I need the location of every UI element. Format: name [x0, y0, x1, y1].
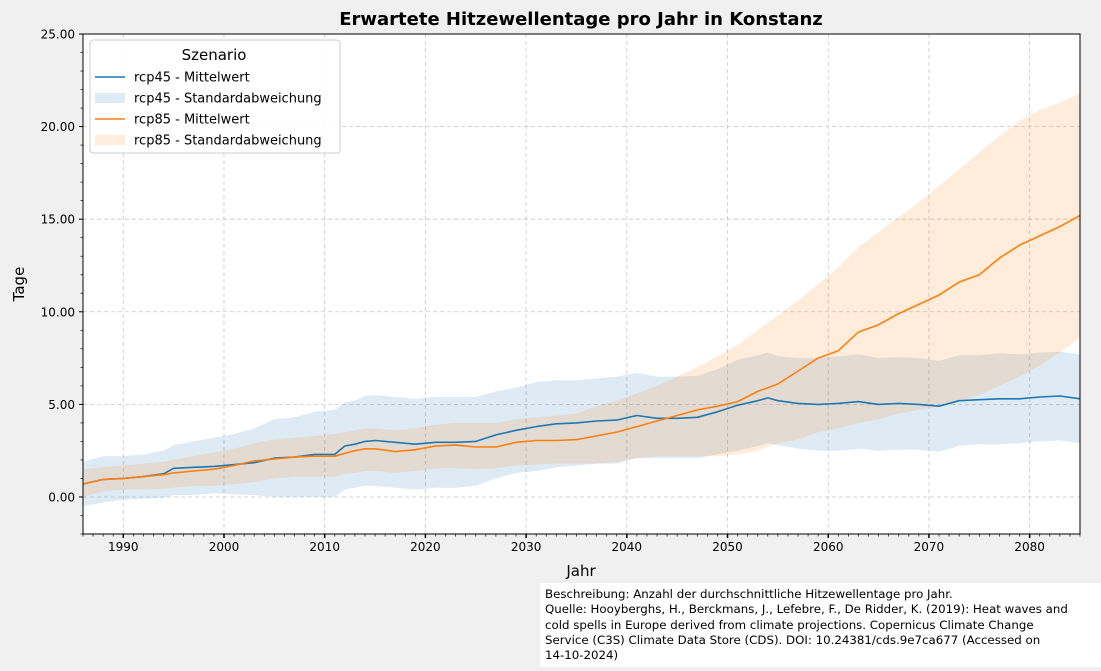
- legend-entry: rcp85 - Mittelwert: [95, 113, 250, 128]
- y-tick-label: 0.00: [48, 490, 75, 504]
- legend-entries: rcp45 - Mittelwert rcp45 - Standardabweic…: [95, 71, 322, 149]
- caption-line: 14-10-2024): [545, 648, 619, 663]
- y-tick-label: 5.00: [48, 398, 75, 412]
- y-tick-label: 15.00: [41, 213, 75, 227]
- chart-title: Erwartete Hitzewellentage pro Jahr in Ko…: [339, 9, 823, 30]
- legend-entry: rcp45 - Standardabweichung: [95, 92, 322, 107]
- x-tick-label: 2010: [309, 540, 340, 554]
- x-tick-label: 2050: [712, 540, 743, 554]
- y-axis-label: Tage: [10, 267, 28, 303]
- legend-label: rcp85 - Standardabweichung: [134, 134, 322, 149]
- caption-line: Beschreibung: Anzahl der durchschnittlic…: [545, 587, 953, 601]
- x-axis-ticks: 1990 2000 2010 2020 2030 2040 2050 2060 2070 2080: [82, 534, 1081, 554]
- std-band-rcp45: [83, 351, 1080, 507]
- x-tick-label: 2020: [410, 540, 441, 554]
- legend-entry: rcp45 - Mittelwert: [95, 71, 250, 86]
- y-tick-label: 10.00: [41, 305, 75, 319]
- caption-line: Service (C3S) Climate Data Store (CDS). …: [545, 632, 1041, 647]
- std-bands: [83, 93, 1080, 507]
- legend-label: rcp85 - Mittelwert: [134, 113, 250, 128]
- x-tick-label: 2030: [511, 540, 542, 554]
- legend-band-swatch: [95, 93, 125, 103]
- x-tick-label: 2000: [209, 540, 240, 554]
- legend-entry: rcp85 - Standardabweichung: [95, 134, 322, 149]
- legend-label: rcp45 - Mittelwert: [134, 71, 250, 86]
- x-tick-label: 1990: [108, 540, 139, 554]
- caption-line: Quelle: Hooyberghs, H., Berckmans, J., L…: [545, 602, 1068, 617]
- mean-line-rcp85: [82, 214, 1081, 485]
- x-tick-label: 2060: [813, 540, 844, 554]
- plot-frame: [82, 33, 1081, 535]
- caption-line: cold spells in Europe derived from clima…: [545, 617, 1034, 632]
- legend-title: Szenario: [182, 46, 247, 64]
- x-axis-label: Jahr: [565, 562, 596, 580]
- y-axis-ticks: 0.00 5.00 10.00 15.00 20.00 25.00: [41, 28, 83, 535]
- y-tick-label: 20.00: [41, 120, 75, 134]
- mean-lines: [82, 214, 1081, 485]
- legend: Szenario rcp45 - Mittelwert rcp45 - Stand…: [89, 39, 341, 154]
- legend-box: [89, 39, 341, 154]
- source-caption: Beschreibung: Anzahl der durchschnittlic…: [540, 583, 1101, 667]
- legend-label: rcp45 - Standardabweichung: [134, 92, 322, 107]
- x-tick-label: 2080: [1014, 540, 1045, 554]
- legend-band-swatch: [95, 135, 125, 145]
- mean-line-rcp45: [82, 395, 1081, 485]
- std-band-rcp85: [83, 93, 1080, 498]
- x-tick-label: 2070: [914, 540, 945, 554]
- x-tick-label: 2040: [612, 540, 643, 554]
- y-tick-label: 25.00: [41, 28, 75, 42]
- chart-svg: 1990 2000 2010 2020 2030 2040 2050 2060 2070 2080…: [10, 9, 1081, 580]
